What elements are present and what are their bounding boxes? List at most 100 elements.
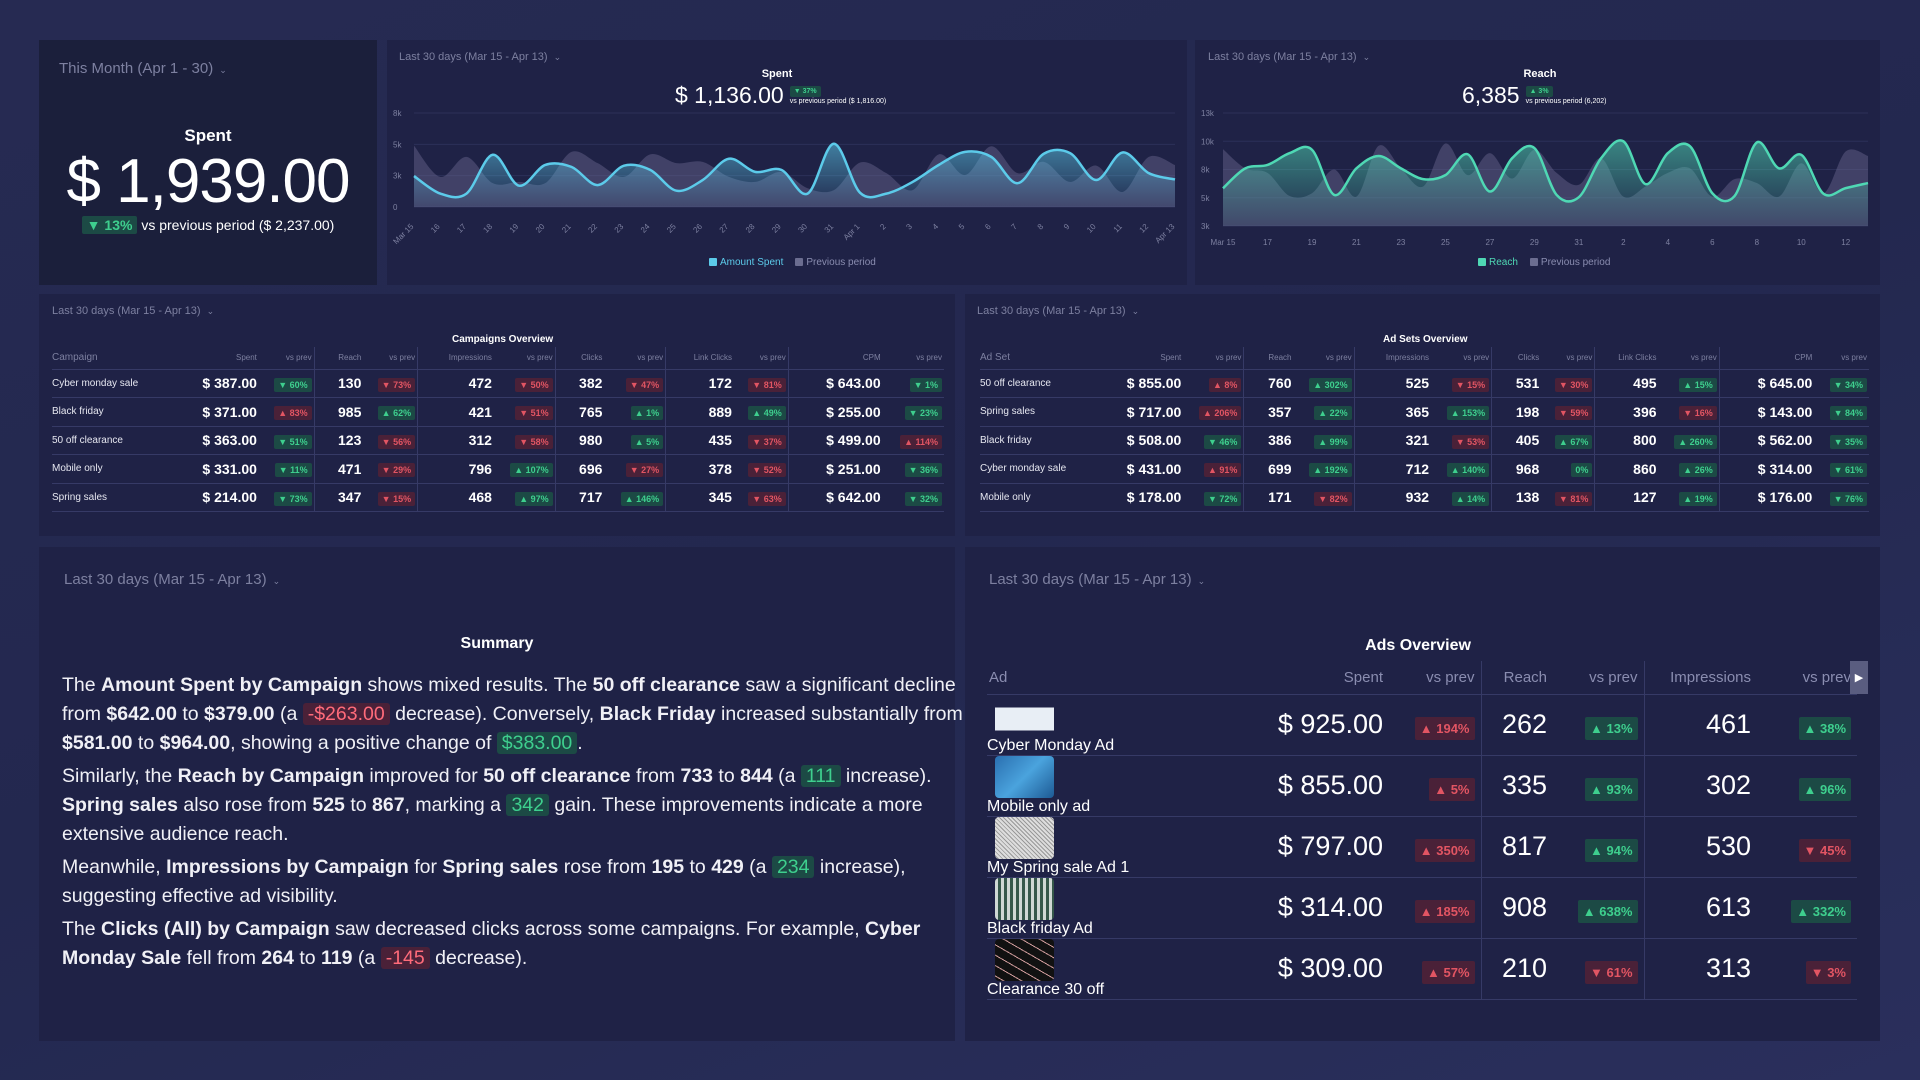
- change-badge: ▼ 76%: [1829, 491, 1867, 506]
- value-cell: 172: [665, 369, 734, 398]
- column-header[interactable]: Spent: [1167, 661, 1389, 695]
- period-selector[interactable]: Last 30 days (Mar 15 - Apr 13) ⌄: [977, 305, 1139, 317]
- summary-highlight: Black Friday: [599, 703, 716, 725]
- change-cell: ▲ 62%: [363, 397, 419, 427]
- period-selector[interactable]: Last 30 days (Mar 15 - Apr 13) ⌄: [1208, 51, 1370, 63]
- x-tick-label: 2: [878, 222, 888, 232]
- column-header[interactable]: vs prev: [258, 347, 315, 370]
- column-header[interactable]: CPM: [788, 347, 883, 370]
- change-cell: ▲ 26%: [1658, 454, 1720, 484]
- table-row[interactable]: Cyber Monday Ad $ 925.00 ▲ 194% 262 ▲ 13% 461…: [987, 694, 1857, 756]
- column-header[interactable]: Link Clicks: [1594, 347, 1659, 370]
- column-header[interactable]: Ad: [987, 661, 1167, 695]
- column-header[interactable]: vs prev: [493, 347, 556, 370]
- column-header[interactable]: Reach: [1481, 661, 1553, 695]
- column-header[interactable]: vs prev: [1183, 347, 1245, 370]
- column-header[interactable]: vs prev: [1658, 347, 1720, 370]
- column-header[interactable]: vs prev: [1389, 661, 1482, 695]
- period-selector[interactable]: Last 30 days (Mar 15 - Apr 13) ⌄: [399, 51, 561, 63]
- column-header[interactable]: Link Clicks: [665, 347, 734, 370]
- period-selector[interactable]: Last 30 days (Mar 15 - Apr 13) ⌄: [64, 571, 280, 588]
- column-header[interactable]: Spent: [1100, 347, 1184, 370]
- x-tick-label: 10: [1797, 238, 1806, 247]
- change-badge: ▼ 3%: [1805, 961, 1851, 984]
- change-badge: ▲ 146%: [620, 491, 664, 506]
- ad-name[interactable]: Mobile only ad: [987, 797, 1091, 815]
- table-row[interactable]: Black friday $ 371.00 ▲ 83% 985 ▲ 62% 421 ▼ 51…: [52, 397, 944, 427]
- legend-item-amount-spent[interactable]: Amount Spent: [709, 257, 783, 268]
- table-row[interactable]: Mobile only $ 178.00 ▼ 72% 171 ▼ 82% 932 ▲ 14%…: [980, 483, 1869, 512]
- change-cell: 0%: [1541, 454, 1596, 484]
- period-selector[interactable]: Last 30 days (Mar 15 - Apr 13) ⌄: [989, 571, 1205, 588]
- table-row[interactable]: 50 off clearance $ 363.00 ▼ 51% 123 ▼ 56% 312…: [52, 426, 944, 455]
- column-header[interactable]: vs prev: [1814, 347, 1869, 370]
- change-cell: ▼ 76%: [1814, 483, 1869, 512]
- table-row[interactable]: Mobile only ad $ 855.00 ▲ 5% 335 ▲ 93% 302 ▲ 9…: [987, 755, 1857, 817]
- value-cell: 968: [1491, 454, 1542, 484]
- column-header[interactable]: vs prev: [1431, 347, 1493, 370]
- column-header[interactable]: vs prev: [1757, 661, 1857, 695]
- ad-name[interactable]: Black friday Ad: [987, 919, 1093, 937]
- column-header[interactable]: vs prev: [1553, 661, 1645, 695]
- table-row[interactable]: My Spring sale Ad 1 $ 797.00 ▲ 350% 817 ▲ 94…: [987, 816, 1857, 878]
- change-badge: ▼ 63%: [748, 491, 786, 506]
- column-header[interactable]: Ad Set: [980, 347, 1101, 370]
- table-row[interactable]: Spring sales $ 717.00 ▲ 206% 357 ▲ 22% 365 ▲ 1…: [980, 397, 1869, 427]
- column-header[interactable]: Campaign: [52, 347, 173, 370]
- legend-item-reach[interactable]: Reach: [1478, 257, 1518, 268]
- checkbox-icon: [709, 258, 717, 266]
- table-row[interactable]: Black friday $ 508.00 ▼ 46% 386 ▲ 99% 321 ▼ 53…: [980, 426, 1869, 455]
- period-selector[interactable]: This Month (Apr 1 - 30) ⌄: [59, 60, 227, 77]
- value-cell: 435: [665, 426, 734, 455]
- column-header[interactable]: Spent: [172, 347, 259, 370]
- column-header[interactable]: vs prev: [733, 347, 789, 370]
- column-header[interactable]: vs prev: [604, 347, 667, 370]
- value-cell: $ 855.00: [1167, 755, 1389, 817]
- column-header[interactable]: Clicks: [555, 347, 605, 370]
- change-cell: ▼ 16%: [1658, 397, 1720, 427]
- ad-name[interactable]: My Spring sale Ad 1: [987, 858, 1130, 876]
- value-cell: $ 855.00: [1100, 369, 1184, 398]
- legend-item-previous-period[interactable]: Previous period: [795, 257, 876, 268]
- column-header[interactable]: Reach: [1243, 347, 1294, 370]
- column-header[interactable]: Impressions: [1354, 347, 1432, 370]
- table-row[interactable]: 50 off clearance $ 855.00 ▲ 8% 760 ▲ 302% 525…: [980, 369, 1869, 398]
- table-row[interactable]: Cyber monday sale $ 431.00 ▲ 91% 699 ▲ 192% 7…: [980, 454, 1869, 484]
- ad-name[interactable]: Cyber Monday Ad: [987, 736, 1115, 754]
- change-cell: ▲ 8%: [1183, 369, 1245, 398]
- change-badge: ▼ 59%: [1554, 406, 1593, 421]
- change-badge: ▼ 81%: [748, 377, 786, 392]
- change-badge: ▲ 91%: [1204, 463, 1242, 478]
- summary-highlight: 733: [680, 765, 714, 787]
- value-cell: $ 797.00: [1167, 816, 1389, 878]
- column-header[interactable]: vs prev: [882, 347, 944, 370]
- table-row[interactable]: Spring sales $ 214.00 ▼ 73% 347 ▼ 15% 468 ▲ 97…: [52, 483, 944, 512]
- table-row[interactable]: Cyber monday sale $ 387.00 ▼ 60% 130 ▼ 73% 47…: [52, 369, 944, 398]
- period-selector[interactable]: Last 30 days (Mar 15 - Apr 13) ⌄: [52, 305, 214, 317]
- column-header[interactable]: Clicks: [1491, 347, 1542, 370]
- table-row[interactable]: Mobile only $ 331.00 ▼ 11% 471 ▼ 29% 796 ▲ 107…: [52, 454, 944, 484]
- summary-highlight: 525: [312, 794, 345, 816]
- value-cell: 932: [1354, 483, 1432, 512]
- change-badge: ▼ 37%: [789, 86, 821, 97]
- column-header[interactable]: vs prev: [1541, 347, 1596, 370]
- scroll-right-button[interactable]: ▶: [1850, 661, 1868, 694]
- column-header[interactable]: Impressions: [1644, 661, 1757, 695]
- ad-name[interactable]: Clearance 30 off: [987, 980, 1105, 998]
- legend-item-previous-period[interactable]: Previous period: [1529, 257, 1610, 268]
- column-header[interactable]: vs prev: [1293, 347, 1355, 370]
- column-header[interactable]: CPM: [1719, 347, 1815, 370]
- summary-text: The Amount Spent by Campaign shows mixed…: [62, 671, 982, 977]
- column-header[interactable]: vs prev: [363, 347, 419, 370]
- value-cell: 796: [417, 454, 494, 484]
- positive-change: 111: [800, 765, 841, 787]
- value-cell: 889: [665, 397, 734, 427]
- column-header[interactable]: Reach: [314, 347, 364, 370]
- change-badge: ▼ 37%: [748, 434, 786, 449]
- table-title: Ad Sets Overview: [1383, 334, 1468, 345]
- table-row[interactable]: Black friday Ad $ 314.00 ▲ 185% 908 ▲ 638% 61…: [987, 877, 1857, 939]
- period-label: Last 30 days (Mar 15 - Apr 13): [1208, 51, 1357, 63]
- column-header[interactable]: Impressions: [417, 347, 494, 370]
- table-row[interactable]: Clearance 30 off $ 309.00 ▲ 57% 210 ▼ 61% 313…: [987, 938, 1857, 1000]
- value-cell: $ 645.00: [1719, 369, 1815, 398]
